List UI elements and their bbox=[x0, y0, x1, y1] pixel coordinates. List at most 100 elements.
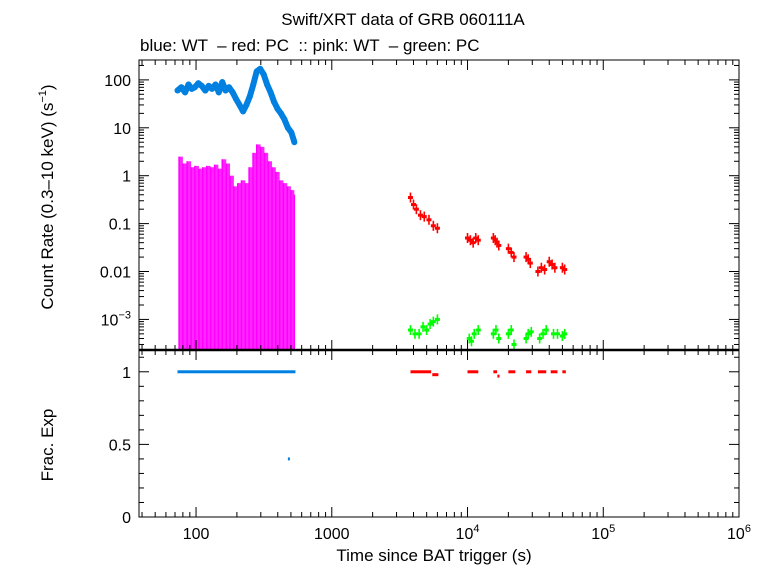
data-point bbox=[543, 328, 549, 332]
chart-subtitle: blue: WT – red: PC :: pink: WT – green: … bbox=[140, 36, 480, 55]
data-point bbox=[233, 95, 240, 102]
y-tick-label: 0.1 bbox=[109, 217, 131, 234]
frac-exp-panel: 10.50 bbox=[109, 349, 740, 527]
data-point bbox=[264, 81, 271, 88]
frac-exp-segment bbox=[467, 370, 479, 374]
data-point bbox=[270, 98, 277, 105]
data-point bbox=[494, 241, 500, 245]
data-point bbox=[490, 236, 496, 240]
data-point bbox=[260, 71, 267, 78]
data-point bbox=[288, 129, 295, 136]
frac-exp-segment bbox=[562, 370, 566, 374]
series-2 bbox=[407, 192, 568, 277]
x-axis-label: Time since BAT trigger (s) bbox=[336, 546, 531, 565]
data-point bbox=[240, 108, 247, 115]
data-point bbox=[202, 167, 207, 350]
data-point bbox=[559, 334, 565, 338]
data-point bbox=[222, 159, 227, 350]
data-point bbox=[505, 332, 511, 336]
data-point bbox=[511, 255, 517, 259]
data-point bbox=[272, 167, 276, 350]
data-point bbox=[198, 168, 203, 350]
data-point bbox=[542, 268, 548, 272]
data-point bbox=[473, 236, 479, 240]
y-tick-label: 0.5 bbox=[109, 437, 131, 454]
data-point bbox=[191, 167, 195, 350]
data-point bbox=[256, 144, 261, 350]
data-point bbox=[551, 332, 557, 336]
data-point bbox=[275, 171, 280, 350]
frac-exp-frame bbox=[138, 349, 740, 518]
frac-exp-segment bbox=[526, 370, 532, 374]
data-point bbox=[411, 203, 417, 207]
frac-exp-segment bbox=[497, 374, 500, 378]
data-point bbox=[492, 238, 498, 242]
data-point bbox=[249, 167, 254, 350]
data-point bbox=[202, 87, 209, 94]
data-point bbox=[523, 336, 529, 340]
data-point bbox=[430, 320, 436, 324]
data-point bbox=[475, 238, 481, 242]
data-point bbox=[260, 146, 265, 350]
y-tick-label: 0 bbox=[122, 510, 131, 527]
frac-exp-segment bbox=[550, 370, 558, 374]
data-point bbox=[467, 238, 473, 242]
data-point bbox=[206, 165, 211, 350]
data-point bbox=[185, 81, 192, 88]
y-tick-label: 1 bbox=[122, 365, 131, 382]
data-point bbox=[562, 268, 568, 272]
x-axis: 100 1000 104 105 106 bbox=[141, 60, 751, 543]
data-point bbox=[182, 163, 188, 350]
y-tick-label: 1 bbox=[122, 169, 131, 186]
data-point bbox=[246, 93, 253, 100]
data-point bbox=[426, 218, 432, 222]
series-0 bbox=[174, 65, 298, 146]
x-tick-label: 105 bbox=[591, 523, 615, 543]
data-point bbox=[527, 261, 533, 265]
data-point bbox=[243, 101, 250, 108]
data-point bbox=[466, 336, 472, 340]
frac-exp-segment bbox=[432, 373, 439, 377]
frac-exp-segment bbox=[287, 457, 290, 461]
data-point bbox=[416, 332, 422, 336]
data-point bbox=[226, 163, 231, 350]
data-point bbox=[230, 175, 234, 350]
data-point bbox=[284, 124, 291, 131]
data-point bbox=[559, 266, 565, 270]
data-point bbox=[215, 89, 222, 96]
data-point bbox=[237, 183, 242, 350]
data-point bbox=[434, 317, 440, 321]
x-tick-label: 100 bbox=[183, 526, 210, 543]
data-point bbox=[245, 183, 250, 350]
data-point bbox=[198, 82, 205, 89]
data-point bbox=[420, 325, 426, 329]
data-point bbox=[470, 241, 476, 245]
data-point bbox=[496, 243, 502, 247]
data-point bbox=[226, 84, 233, 91]
frac-exp-segment bbox=[508, 370, 516, 374]
data-point bbox=[523, 255, 529, 259]
data-point bbox=[413, 207, 419, 211]
data-point bbox=[277, 110, 284, 117]
data-point bbox=[241, 180, 246, 350]
data-point bbox=[508, 328, 514, 332]
y-tick-label: 0.01 bbox=[100, 265, 131, 282]
data-point bbox=[538, 266, 544, 270]
y-axis-label-frac-exp: Frac. Exp bbox=[38, 409, 57, 482]
data-point bbox=[540, 332, 546, 336]
data-point bbox=[552, 266, 558, 270]
data-point bbox=[471, 332, 477, 336]
data-point bbox=[427, 322, 433, 326]
data-point bbox=[187, 161, 192, 350]
x-tick-label: 104 bbox=[456, 523, 480, 543]
data-point bbox=[253, 152, 257, 350]
data-point bbox=[274, 105, 281, 112]
data-point bbox=[554, 332, 560, 336]
data-point bbox=[208, 85, 215, 92]
data-point bbox=[218, 168, 223, 350]
frac-exp-segment bbox=[177, 370, 296, 374]
data-point bbox=[412, 332, 418, 336]
data-point bbox=[496, 336, 502, 340]
data-point bbox=[257, 65, 264, 72]
